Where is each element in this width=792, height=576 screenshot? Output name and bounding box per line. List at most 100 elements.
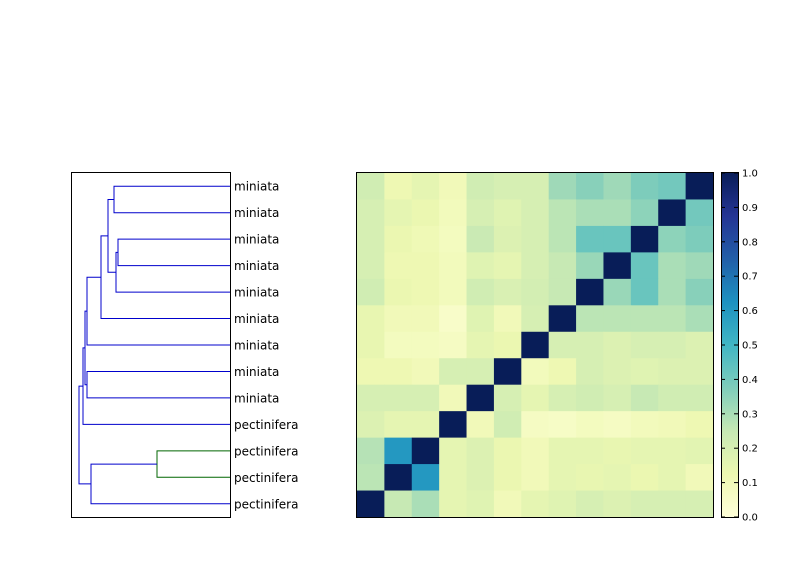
heatmap-cell xyxy=(493,437,522,465)
colorbar: 0.0 0.1 0.2 0.3 0.4 0.5 0.6 0.7 0.8 0.9 1.0 xyxy=(721,169,758,524)
heatmap-cell xyxy=(630,225,659,253)
heatmap-cell xyxy=(685,331,714,359)
heatmap-cell xyxy=(685,411,714,439)
heatmap-cell xyxy=(411,199,440,227)
heatmap-cell xyxy=(658,252,687,280)
heatmap-cell xyxy=(658,358,687,386)
heatmap-cell xyxy=(630,252,659,280)
heatmap-cell xyxy=(439,252,468,280)
heatmap-cell xyxy=(521,358,550,386)
heatmap-cell xyxy=(439,199,468,227)
heatmap-cell xyxy=(548,464,577,492)
heatmap-cell xyxy=(576,252,605,280)
heatmap-cell xyxy=(357,358,385,386)
heatmap-cell xyxy=(384,490,413,518)
heatmap-cell xyxy=(493,384,522,412)
heatmap-cell xyxy=(658,331,687,359)
heatmap-cell xyxy=(603,305,632,333)
heatmap-cell xyxy=(685,384,714,412)
heatmap-cell xyxy=(493,464,522,492)
heatmap-cell xyxy=(411,173,440,201)
heatmap-cell xyxy=(466,411,495,439)
heatmap-cell xyxy=(384,437,413,465)
heatmap-cell xyxy=(521,437,550,465)
heatmap-cell xyxy=(384,331,413,359)
leaf-label: miniata xyxy=(234,180,279,194)
dendrogram-link xyxy=(78,385,91,485)
heatmap-cell xyxy=(439,173,468,201)
heatmap-cell xyxy=(493,331,522,359)
heatmap-cell xyxy=(603,464,632,492)
heatmap-cell xyxy=(630,358,659,386)
heatmap-cell xyxy=(548,225,577,253)
heatmap-cell xyxy=(357,437,385,465)
heatmap-cell xyxy=(411,490,440,518)
heatmap-cell xyxy=(411,278,440,306)
heatmap-cell xyxy=(603,252,632,280)
leaf-label: miniata xyxy=(234,206,279,220)
heatmap-cell xyxy=(466,490,495,518)
heatmap-cell xyxy=(384,278,413,306)
heatmap-cell xyxy=(630,278,659,306)
heatmap-cell xyxy=(630,464,659,492)
heatmap-cell xyxy=(630,199,659,227)
heatmap-cell xyxy=(357,490,385,518)
heatmap-cell xyxy=(603,437,632,465)
heatmap-cell xyxy=(603,358,632,386)
leaf-label: miniata xyxy=(234,233,279,247)
heatmap-cell xyxy=(576,384,605,412)
heatmap-cell xyxy=(357,252,385,280)
heatmap-cell xyxy=(630,490,659,518)
colorbar-tick-label: 1.0 xyxy=(742,169,758,180)
heatmap-cell xyxy=(685,464,714,492)
colorbar-tick-label: 0.8 xyxy=(742,237,758,248)
leaf-label: pectinifera xyxy=(234,444,298,458)
heatmap-cell xyxy=(576,464,605,492)
heatmap-cell xyxy=(658,199,687,227)
colorbar-ticks: 0.0 0.1 0.2 0.3 0.4 0.5 0.6 0.7 0.8 0.9 1.0 xyxy=(721,169,758,524)
heatmap-cell xyxy=(357,173,385,201)
heatmap-cell xyxy=(411,384,440,412)
heatmap-cell xyxy=(521,411,550,439)
heatmap-cell xyxy=(439,411,468,439)
heatmap-cell xyxy=(521,278,550,306)
heatmap-cell xyxy=(411,437,440,465)
heatmap-cell xyxy=(658,305,687,333)
heatmap-cell xyxy=(357,411,385,439)
heatmap-cell xyxy=(521,252,550,280)
heatmap-cell xyxy=(439,437,468,465)
leaf-label: miniata xyxy=(234,365,279,379)
heatmap-cell xyxy=(411,252,440,280)
heatmap-cell xyxy=(493,305,522,333)
heatmap-cell xyxy=(576,490,605,518)
heatmap-cell xyxy=(411,225,440,253)
heatmap-cell xyxy=(411,331,440,359)
heatmap-cell xyxy=(384,411,413,439)
heatmap-cell xyxy=(384,252,413,280)
heatmap-cell xyxy=(439,331,468,359)
heatmap-cell xyxy=(493,411,522,439)
heatmap-cell xyxy=(576,411,605,439)
heatmap-cell xyxy=(521,199,550,227)
colorbar-tick-label: 0.5 xyxy=(742,341,758,352)
heatmap-cell xyxy=(466,278,495,306)
heatmap-cell xyxy=(603,490,632,518)
heatmap-cell xyxy=(603,331,632,359)
dendrogram-panel xyxy=(71,172,231,518)
heatmap-frame xyxy=(356,172,714,518)
heatmap-cell xyxy=(685,490,714,518)
leaf-label: pectinifera xyxy=(234,471,298,485)
heatmap-cell xyxy=(658,437,687,465)
heatmap-cell xyxy=(576,358,605,386)
heatmap-cell xyxy=(493,490,522,518)
heatmap-cell xyxy=(548,358,577,386)
colorbar-tick-label: 0.7 xyxy=(742,272,758,283)
heatmap-cell xyxy=(439,278,468,306)
heatmap-cell xyxy=(658,278,687,306)
heatmap-cell xyxy=(548,490,577,518)
colorbar-tick-label: 0.1 xyxy=(742,478,758,489)
heatmap-cell xyxy=(630,331,659,359)
heatmap-cell xyxy=(521,225,550,253)
heatmap-cell xyxy=(384,358,413,386)
heatmap-cell xyxy=(658,490,687,518)
